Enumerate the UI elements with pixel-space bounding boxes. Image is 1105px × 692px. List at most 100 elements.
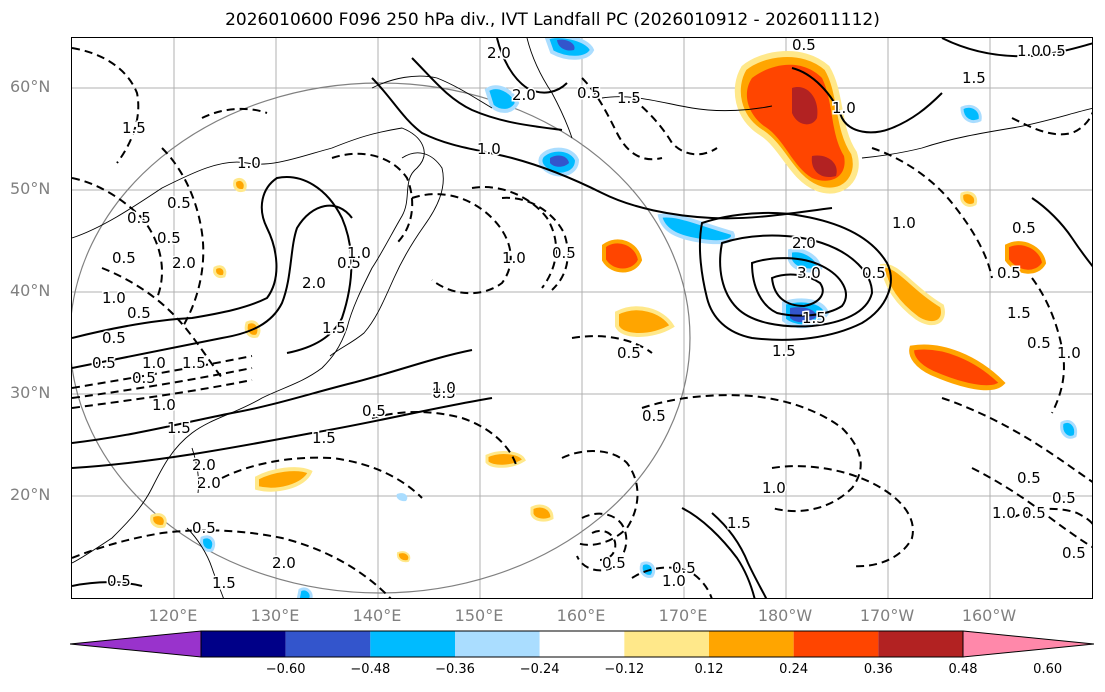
contour-label: 2.0 (302, 274, 326, 292)
contour-label: 2.0 (197, 474, 221, 492)
colorbar-extend-high (962, 630, 1094, 658)
colorbar-tick-label: −0.24 (519, 662, 560, 677)
contour-label: 0.5 (617, 344, 641, 362)
contour-label: 1.0 (832, 99, 856, 117)
contour-label: 0.5 (672, 559, 696, 577)
contour-label: 0.5 (127, 304, 151, 322)
colorbar-tick-label: 0.48 (948, 662, 978, 677)
positive-shading (150, 51, 1047, 563)
contour-label: 1.5 (322, 319, 346, 337)
solid-contours (72, 38, 1092, 598)
lat-label-20n: 20°N (10, 485, 51, 504)
lat-label-60n: 60°N (10, 77, 51, 96)
colorbar-tick-label: −0.48 (350, 662, 391, 677)
colorbar-tick-label: −0.12 (604, 662, 645, 677)
contour-label: 0.5 (1022, 504, 1046, 522)
contour-label: 1.5 (772, 342, 796, 360)
contour-label: 2.0 (792, 234, 816, 252)
contour-label: 0.5 (997, 264, 1021, 282)
contour-label: 1.5 (182, 354, 206, 372)
contour-label: 0.5 (862, 264, 886, 282)
contour-label: 0.5 (792, 38, 816, 54)
contour-label: 1.0 (502, 249, 526, 267)
colorbar-tick-label: −0.36 (435, 662, 475, 677)
contour-label: 0.5 (107, 572, 131, 590)
contour-label: 1.5 (727, 514, 751, 532)
colorbar-bin (793, 631, 879, 657)
lon-label-160w: 160°W (961, 606, 1017, 625)
colorbar-frame (200, 630, 964, 658)
contour-label: 1.0 (892, 214, 916, 232)
dashed-contours (72, 47, 1092, 598)
contour-label: 3.0 (797, 264, 821, 282)
contour-label: 1.5 (122, 119, 146, 137)
lat-label-30n: 30°N (10, 383, 51, 402)
lon-label-140e: 140°E (352, 606, 402, 625)
contour-label: 1.5 (212, 574, 236, 592)
colorbar-bin (201, 631, 286, 657)
contour-label: 1.0 (762, 479, 786, 497)
map-canvas: 2.0 0.5 1.0 0.51.52.0 1.51.00.51.01.51.00.50… (72, 38, 1092, 598)
colorbar-tick-label: 0.36 (863, 662, 893, 677)
contour-label: 2.0 (192, 456, 216, 474)
contour-label: 1.5 (167, 419, 191, 437)
colorbar-tick-label: 0.24 (779, 662, 809, 677)
colorbar-bin (455, 631, 540, 657)
lon-label-170w: 170°W (859, 606, 915, 625)
range-circle (72, 82, 691, 594)
contour-label: 0.5 (192, 519, 216, 537)
colorbar-extend-low (70, 630, 202, 658)
colorbar-bin (285, 631, 371, 657)
contour-label: 1.0 (1057, 344, 1081, 362)
colorbar-tick-label: 0.60 (1033, 662, 1063, 677)
contour-label: 0.5 (1062, 544, 1086, 562)
colorbar-bin (539, 631, 625, 657)
contour-label: 0.5 (1012, 219, 1036, 237)
contour-label: 1.0 (152, 396, 176, 414)
lon-label-150e: 150°E (454, 606, 504, 625)
contour-label: 0.5 (432, 384, 456, 402)
map-panel: 2.0 0.5 1.0 0.5 1.5 2.0 1.5 1.0 0.5 1.0 1.5 1.0 0.5 0… (71, 37, 1093, 599)
contour-label: 1.0 (662, 572, 686, 590)
contour-label: 0.5 (102, 329, 126, 347)
contour-label: 1.0 (992, 504, 1016, 522)
contour-label: 0.5 (92, 354, 116, 372)
map-title: 2026010600 F096 250 hPa div., IVT Landfa… (225, 10, 880, 30)
contour-label-group: 2.0 0.5 1.0 0.51.52.0 1.51.00.51.01.51.00.50… (91, 38, 1088, 594)
contour-label: 0.5 (577, 84, 601, 102)
contour-label: 0.5 (642, 407, 666, 425)
colorbar-tick-label: 0.12 (694, 662, 724, 677)
contour-label: 1.5 (962, 69, 986, 87)
contour-label: 0.5 (1017, 469, 1041, 487)
contour-label: 0.5 (552, 244, 576, 262)
contour-label: 0.5 (127, 209, 151, 227)
contour-label: 0.5 (362, 402, 386, 420)
contour-label: 0.5 (132, 369, 156, 387)
contour-label: 1.0 (432, 379, 456, 397)
contour-label: 0.5 (1052, 489, 1076, 507)
colorbar (70, 630, 1094, 658)
contour-label: 0.5 (112, 249, 136, 267)
contour-label: 1.0 (142, 354, 166, 372)
coastlines (72, 38, 1092, 598)
lat-label-40n: 40°N (10, 281, 51, 300)
colorbar-bin (709, 631, 794, 657)
contour-label: 2.0 (487, 44, 511, 62)
contour-label: 0.5 (602, 554, 626, 572)
contour-label: 1.5 (617, 89, 641, 107)
lon-label-180w: 180°W (757, 606, 813, 625)
contour-label: 1.0 (347, 244, 371, 262)
colorbar-tick-label: −0.60 (265, 662, 306, 677)
contour-label: 2.0 (172, 254, 196, 272)
contour-label: 2.0 (512, 86, 536, 104)
colorbar-bin (370, 631, 455, 657)
contour-label: 1.5 (312, 429, 336, 447)
lon-label-130e: 130°E (250, 606, 300, 625)
contour-label: 1.0 (477, 140, 501, 158)
lon-label-170e: 170°E (658, 606, 708, 625)
contour-label: 1.0 (102, 289, 126, 307)
contour-label: 0.5 (337, 254, 361, 272)
contour-label: 2.0 (272, 554, 296, 572)
contour-label: 0.5 (167, 194, 191, 212)
contour-label: 1.0 (237, 154, 261, 172)
